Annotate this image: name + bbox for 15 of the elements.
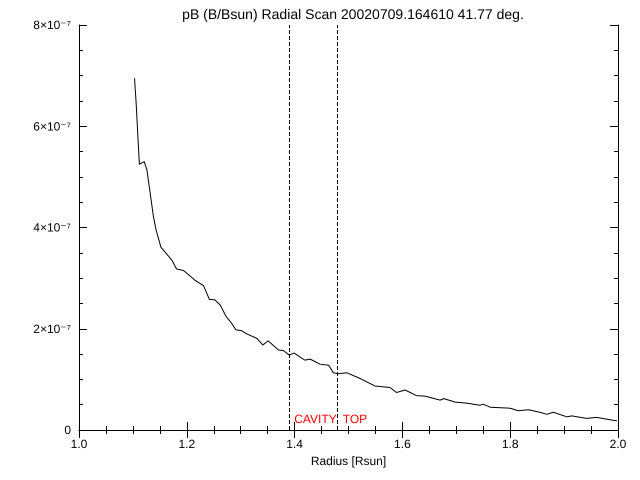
ref-line-label: CAVITY: [294, 412, 337, 426]
y-tick-label: 6×10⁻⁷: [33, 119, 71, 134]
x-tick-label: 1.6: [394, 437, 412, 451]
ref-line-label: TOP: [342, 412, 368, 426]
y-tick-label: 8×10⁻⁷: [33, 18, 71, 32]
x-axis-title: Radius [Rsun]: [310, 454, 386, 468]
x-tick-label: 1.2: [178, 437, 196, 451]
y-tick-label: 0: [64, 423, 72, 437]
y-tick-label: 2×10⁻⁷: [33, 322, 71, 336]
y-tick-label: 4×10⁻⁷: [33, 220, 71, 234]
x-tick-label: 1.0: [70, 437, 88, 451]
x-tick-label: 2.0: [610, 437, 627, 451]
chart-title: pB (B/Bsun) Radial Scan 20020709.164610 41.77 deg.: [182, 6, 524, 22]
x-tick-label: 1.4: [286, 437, 304, 451]
x-tick-label: 1.8: [502, 437, 519, 451]
